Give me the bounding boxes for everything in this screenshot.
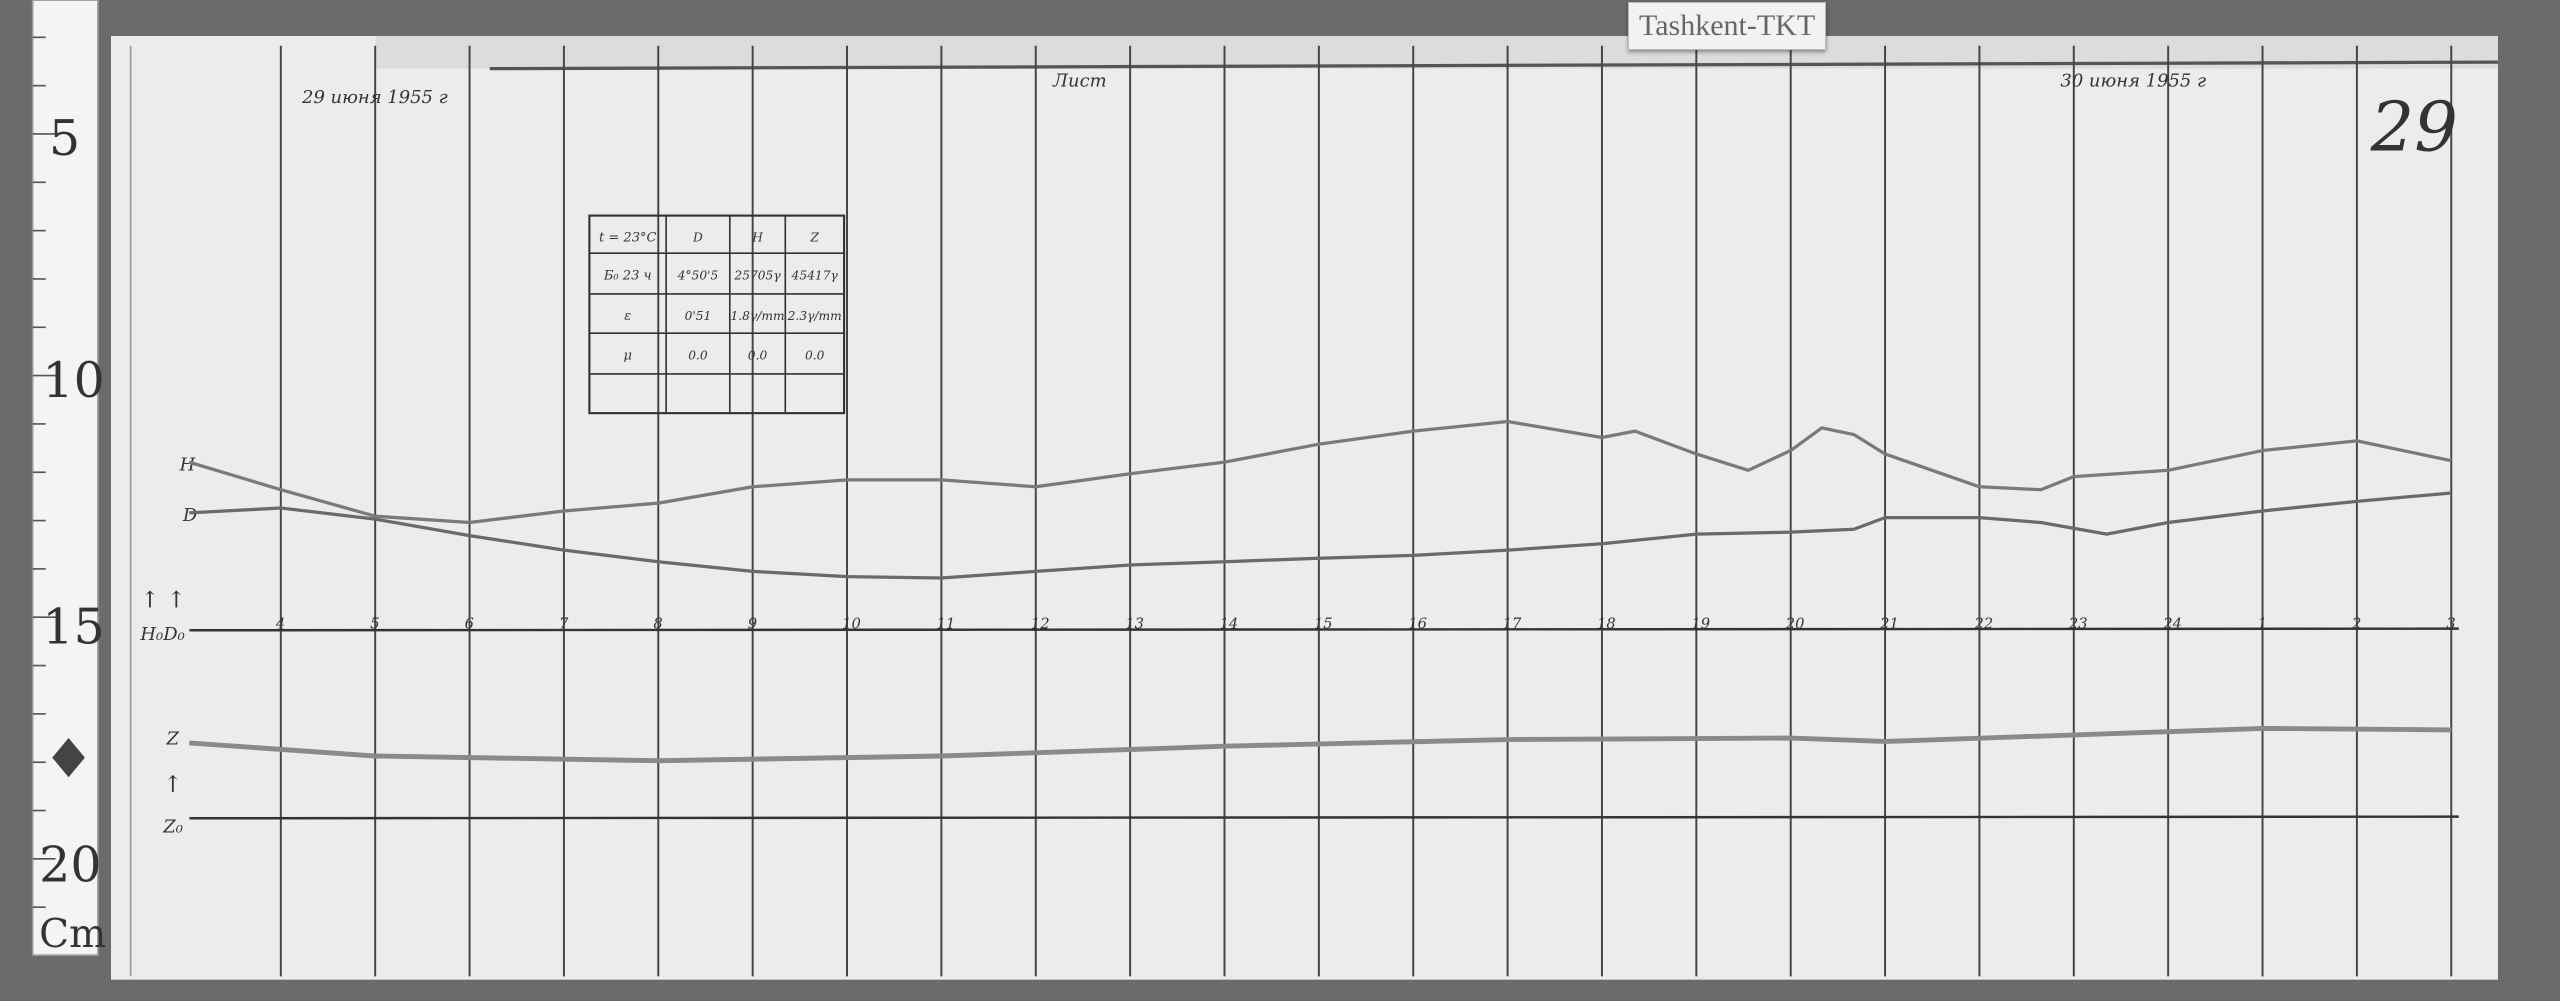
- table-cell: Б₀ 23 ч: [603, 268, 652, 283]
- hour-label: 17: [1503, 616, 1522, 633]
- hour-label: 1: [2258, 616, 2267, 633]
- hour-label: 15: [1314, 616, 1333, 633]
- table-cell: 0'51: [685, 309, 712, 323]
- trace-D: [189, 491, 2452, 580]
- table-header-cell: H: [751, 231, 763, 245]
- hour-label: 24: [2162, 616, 2182, 633]
- hour-label: 18: [1597, 616, 1616, 633]
- ruler-label-5: 5: [49, 110, 80, 167]
- hour-label: 22: [1974, 616, 1994, 633]
- trace-Z: [189, 725, 2452, 764]
- table-cell: 0.0: [805, 348, 825, 362]
- hour-label: 13: [1125, 616, 1144, 633]
- paper-sheet: [111, 36, 2498, 980]
- label-H0D0: H₀D₀: [139, 624, 184, 645]
- table-header-cell: t = 23°C: [599, 231, 657, 246]
- hour-label: 10: [842, 616, 861, 633]
- trace-H: [188, 419, 2452, 525]
- sheet-number: 29: [2370, 87, 2458, 167]
- hour-label: 9: [748, 616, 757, 633]
- table-cell: 2.3γ/mm: [787, 309, 842, 323]
- hour-label: 4: [275, 616, 285, 633]
- table-header-cell: Z: [809, 231, 819, 245]
- hour-label: 19: [1691, 616, 1710, 633]
- table-cell: 0.0: [748, 348, 768, 362]
- hour-label: 2: [2351, 616, 2361, 633]
- hour-label: 6: [465, 616, 474, 633]
- table-cell: ε: [624, 309, 631, 324]
- table-cell: 45417γ: [791, 268, 839, 282]
- ruler-unit: Cm: [39, 912, 106, 957]
- top-trace-line: [489, 60, 2498, 71]
- ruler-marker-icon: [52, 738, 85, 778]
- baseline-H0D0: [189, 627, 2459, 632]
- hour-label: 3: [2446, 616, 2455, 633]
- hour-label: 16: [1408, 616, 1427, 633]
- arrows-HD: ↑ ↑: [140, 587, 186, 613]
- hour-label: 14: [1220, 616, 1239, 633]
- table-cell: μ: [624, 348, 632, 363]
- date-end: 30 июня 1955 г: [2060, 71, 2206, 92]
- constants-table: t = 23°C D H Z Б₀ 23 ч 4°50'5 25705γ 45417γ ε 0'5…: [588, 214, 846, 415]
- hour-label: 11: [936, 616, 955, 633]
- table-border: [588, 214, 846, 415]
- table-cell: 0.0: [688, 348, 708, 362]
- hour-label: 5: [370, 616, 379, 633]
- ruler-label-20: 20: [39, 837, 101, 894]
- hour-label: 12: [1031, 616, 1050, 633]
- station-label: Tashkent-TKT: [1628, 2, 1827, 50]
- hour-label: 23: [2068, 616, 2088, 633]
- label-Z0: Z₀: [162, 817, 183, 838]
- hour-label: 7: [559, 616, 569, 633]
- ruler-label-10: 10: [42, 352, 104, 409]
- hour-label: 20: [1785, 616, 1805, 633]
- ruler: [31, 0, 99, 957]
- arrow-Z: ↑: [163, 772, 182, 798]
- table-header-cell: D: [692, 231, 703, 245]
- center-note: Лист: [1052, 71, 1107, 92]
- table-cell: 1.8γ/mm: [731, 309, 785, 323]
- date-start: 29 июня 1955 г: [301, 87, 448, 108]
- table-cell: 25705γ: [733, 268, 781, 282]
- label-H: H: [179, 454, 196, 475]
- baseline-Z0: [189, 815, 2459, 820]
- label-Z: Z: [166, 729, 180, 750]
- hour-label: 21: [1879, 616, 1899, 633]
- table-cell: 4°50'5: [677, 268, 719, 282]
- hour-label: 8: [653, 616, 662, 633]
- label-D: D: [182, 505, 197, 526]
- ruler-label-15: 15: [42, 598, 104, 655]
